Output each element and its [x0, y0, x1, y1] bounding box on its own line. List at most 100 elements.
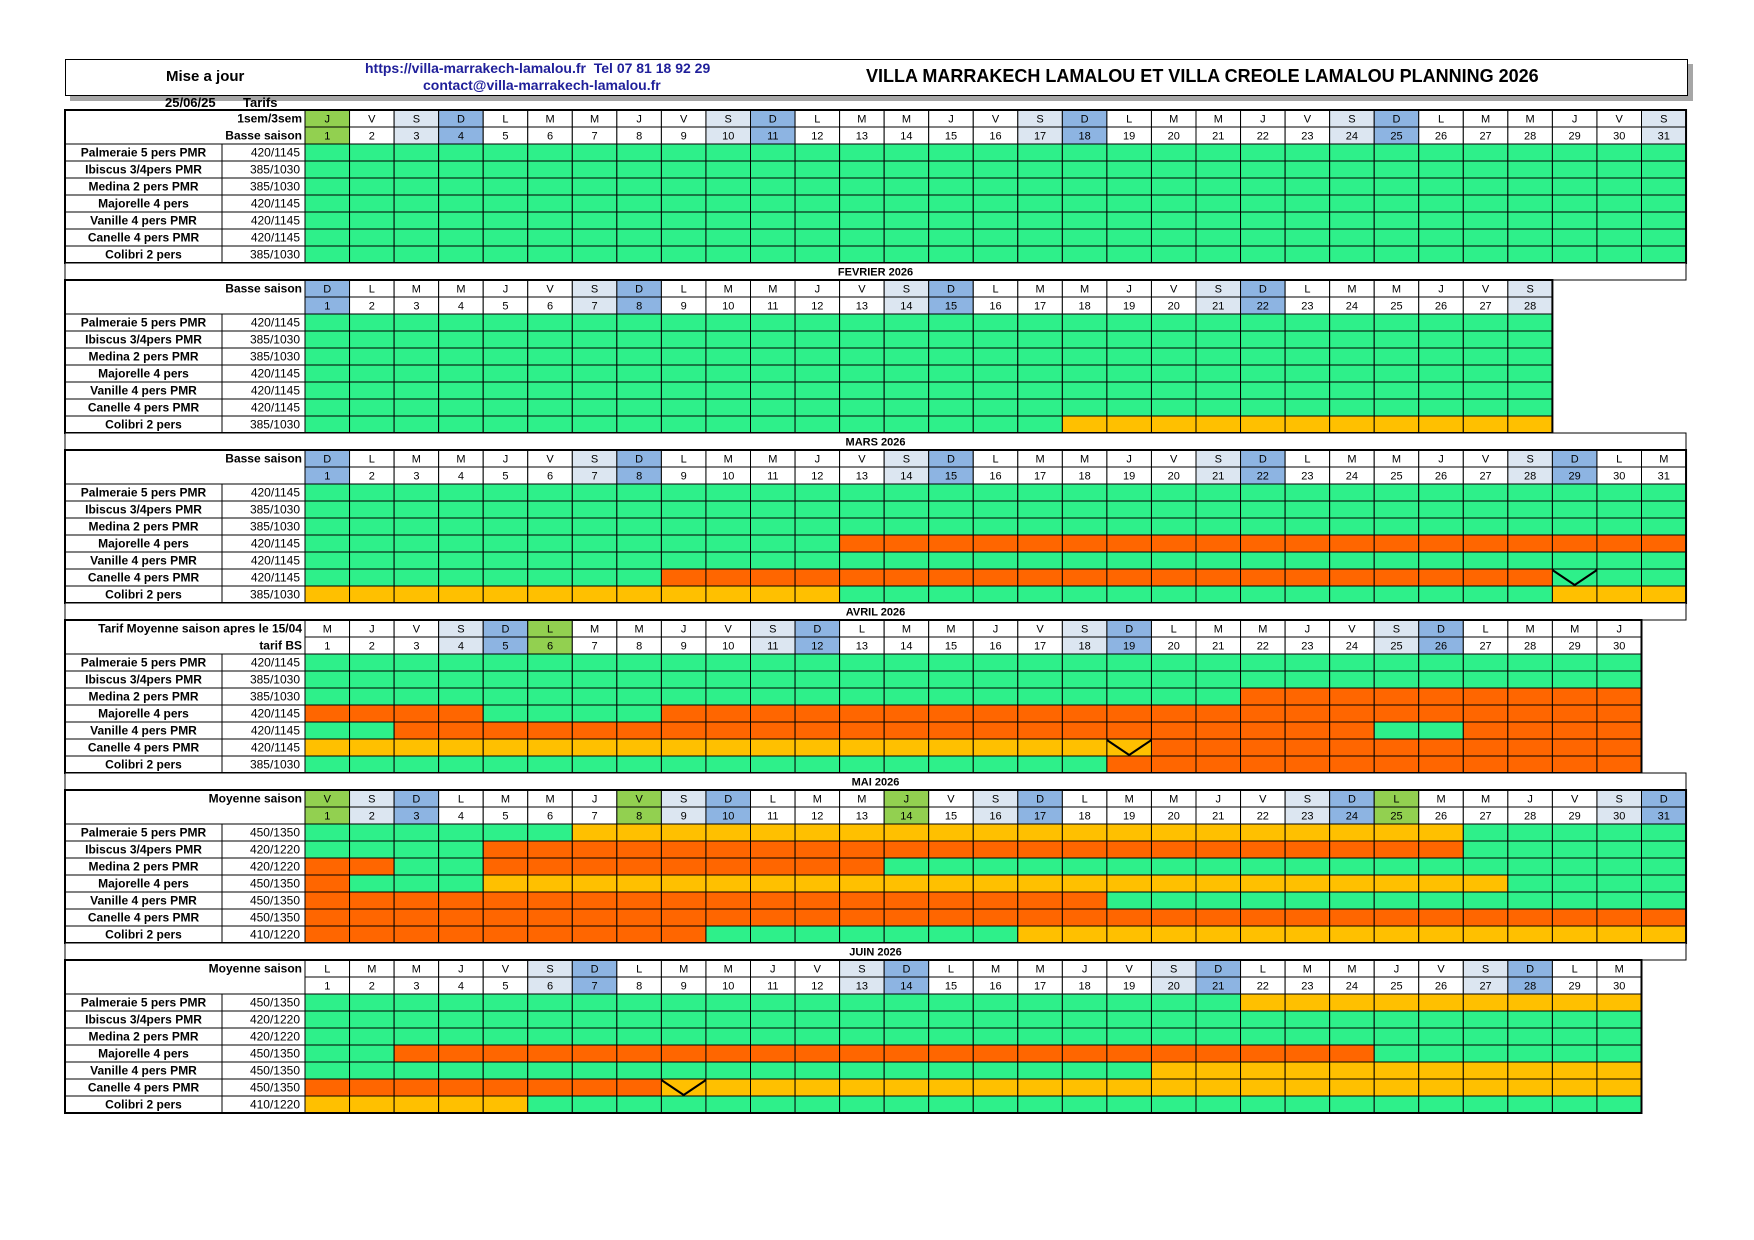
availability-cell — [1418, 1095, 1464, 1114]
availability-cell — [571, 177, 618, 196]
availability-cell — [972, 925, 1019, 944]
availability-cell — [839, 245, 885, 264]
availability-cell — [1240, 993, 1286, 1012]
day-number: 5 — [502, 470, 508, 482]
availability-cell — [1150, 653, 1197, 672]
availability-cell — [1507, 194, 1553, 213]
availability-cell — [1106, 704, 1152, 723]
availability-cell — [1507, 670, 1553, 689]
availability-cell — [839, 738, 885, 757]
availability-cell — [1507, 143, 1553, 162]
weekday-label: D — [769, 113, 777, 125]
room-price: 450/1350 — [250, 1047, 300, 1061]
room-name: Ibiscus 3/4pers PMR — [85, 1013, 202, 1027]
weekday-label: D — [1571, 453, 1579, 465]
availability-cell — [571, 755, 618, 774]
room-name: Canelle 4 pers PMR — [88, 571, 200, 585]
availability-cell — [1061, 1044, 1108, 1063]
weekday-label: V — [546, 283, 554, 295]
availability-cell — [1418, 721, 1464, 740]
weekday-label: V — [814, 963, 822, 975]
availability-cell — [1596, 891, 1642, 910]
availability-cell — [794, 398, 841, 417]
availability-cell — [1507, 1027, 1553, 1046]
availability-cell — [1596, 585, 1642, 604]
availability-cell — [349, 381, 395, 400]
weekday-label: L — [1304, 283, 1310, 295]
availability-cell — [393, 551, 440, 570]
weekday-label: M — [545, 113, 554, 125]
availability-cell — [705, 1078, 752, 1097]
availability-cell — [1462, 993, 1509, 1012]
availability-cell — [1284, 585, 1331, 604]
room-name: Canelle 4 pers PMR — [88, 741, 200, 755]
day-number: 16 — [989, 130, 1001, 142]
availability-cell — [1373, 160, 1420, 179]
availability-cell — [616, 1027, 662, 1046]
availability-cell — [616, 670, 662, 689]
day-number: 18 — [1079, 810, 1091, 822]
room-name: Vanille 4 pers PMR — [90, 894, 197, 908]
availability-cell — [1240, 1095, 1286, 1114]
availability-cell — [928, 993, 974, 1012]
day-number: 4 — [458, 980, 464, 992]
availability-cell — [438, 483, 484, 502]
weekday-label: S — [368, 793, 375, 805]
availability-cell — [616, 874, 662, 893]
day-number: 3 — [413, 640, 419, 652]
availability-cell — [1195, 568, 1242, 587]
day-number: 8 — [636, 300, 642, 312]
availability-cell — [1551, 755, 1598, 774]
availability-cell — [527, 653, 573, 672]
availability-cell — [660, 704, 707, 723]
availability-cell — [928, 381, 974, 400]
day-number: 4 — [458, 130, 464, 142]
day-number: 15 — [945, 810, 957, 822]
availability-cell — [1418, 738, 1464, 757]
weekday-label: J — [770, 963, 776, 975]
availability-cell — [883, 330, 930, 349]
availability-cell — [1418, 228, 1464, 247]
day-number: 9 — [681, 470, 687, 482]
day-number: 8 — [636, 470, 642, 482]
contact-email[interactable]: contact@villa-marrakech-lamalou.fr — [423, 77, 661, 93]
availability-cell — [1150, 1010, 1197, 1029]
day-number: 8 — [636, 810, 642, 822]
availability-cell — [1017, 194, 1063, 213]
availability-cell — [750, 177, 796, 196]
availability-cell — [705, 500, 752, 519]
availability-cell — [928, 228, 974, 247]
weekday-label: M — [1347, 453, 1356, 465]
availability-cell — [705, 313, 752, 332]
availability-cell — [349, 330, 395, 349]
day-number: 22 — [1257, 130, 1269, 142]
availability-cell — [616, 211, 662, 230]
availability-cell — [1373, 228, 1420, 247]
day-number: 24 — [1346, 980, 1358, 992]
weekday-label: M — [724, 453, 733, 465]
room-name: Medina 2 pers PMR — [88, 860, 198, 874]
weekday-label: S — [413, 113, 420, 125]
availability-cell — [304, 313, 351, 332]
day-number: 30 — [1613, 640, 1625, 652]
availability-cell — [1240, 721, 1286, 740]
room-price: 420/1220 — [250, 860, 300, 874]
website-url[interactable]: https://villa-marrakech-lamalou.fr — [365, 60, 586, 76]
weekday-label: S — [1526, 283, 1533, 295]
weekday-label: L — [458, 793, 464, 805]
month-title: JUIN 2026 — [849, 946, 902, 958]
availability-cell — [1329, 738, 1375, 757]
availability-cell — [705, 891, 752, 910]
availability-cell — [972, 330, 1019, 349]
availability-cell — [1061, 398, 1108, 417]
availability-cell — [393, 347, 440, 366]
availability-cell — [304, 823, 351, 842]
availability-cell — [1150, 738, 1197, 757]
availability-cell — [616, 1044, 662, 1063]
day-number: 5 — [502, 300, 508, 312]
website-url-and-phone[interactable]: https://villa-marrakech-lamalou.fr Tel 0… — [365, 60, 710, 76]
weekday-label: J — [636, 113, 642, 125]
availability-cell — [1373, 653, 1420, 672]
room-name: Palmeraie 5 pers PMR — [81, 146, 207, 160]
